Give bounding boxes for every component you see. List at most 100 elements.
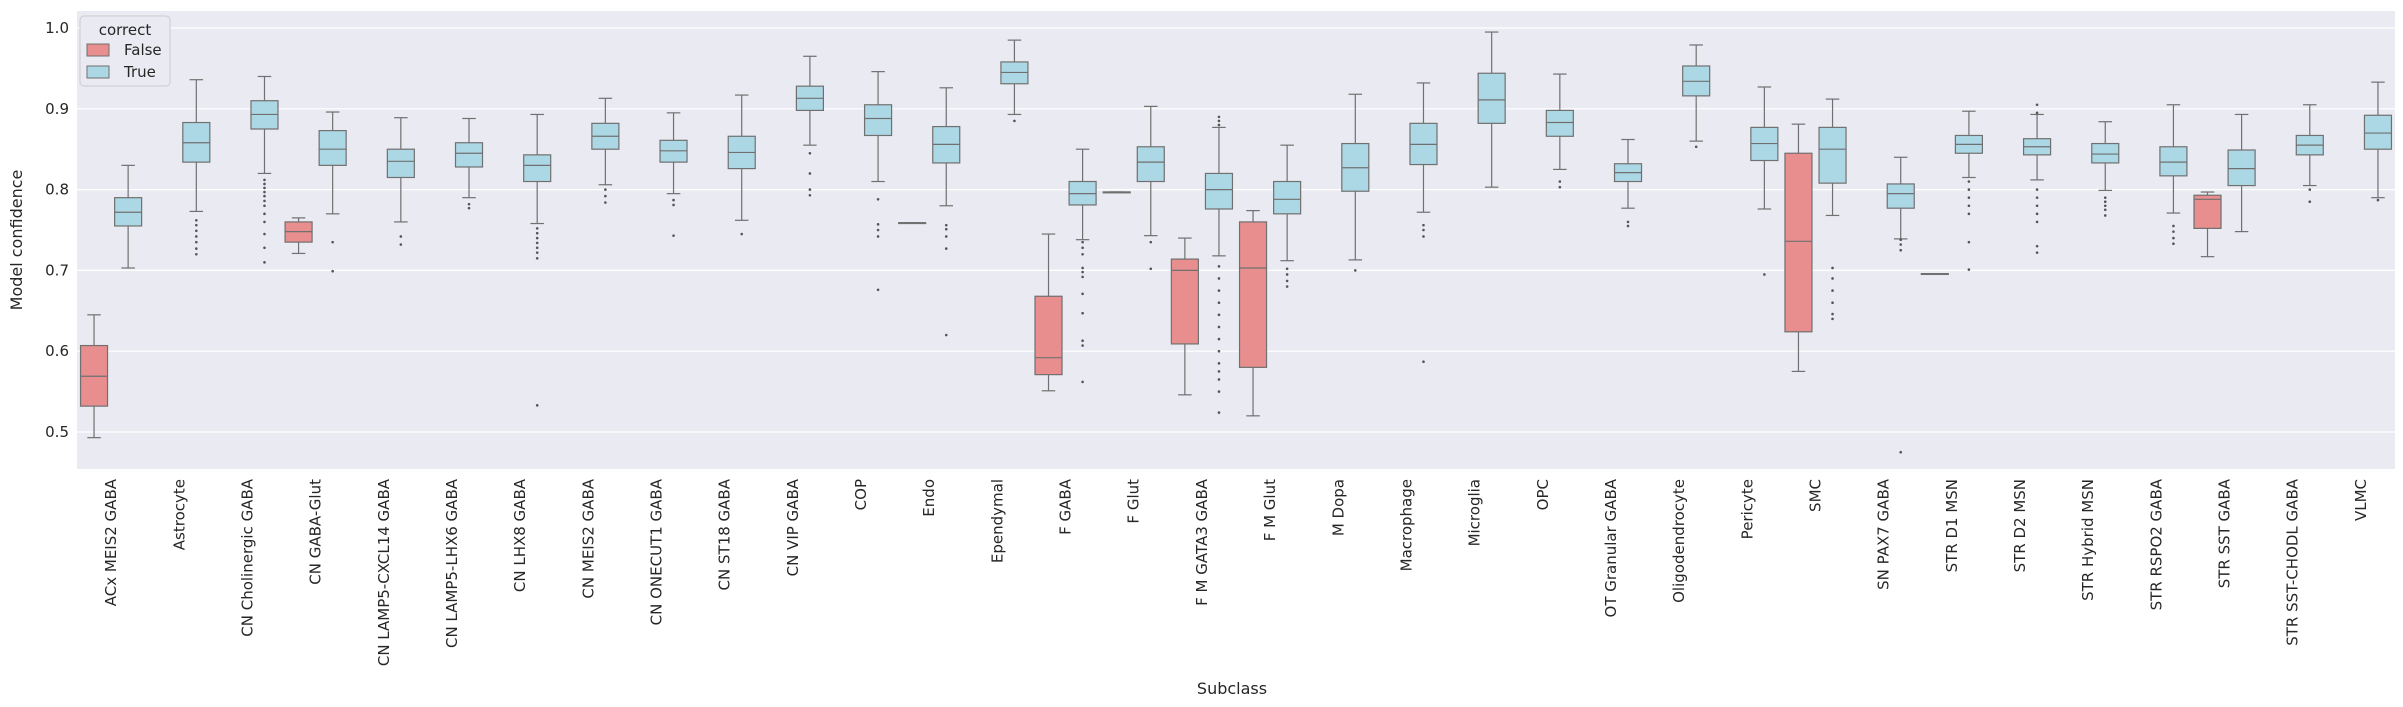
outlier-point	[944, 333, 948, 337]
outlier-point	[672, 203, 675, 207]
box-true	[2295, 104, 2324, 204]
outlier-point	[604, 194, 607, 198]
outlier-point	[263, 190, 266, 194]
outlier-point	[263, 204, 266, 208]
box-false	[1170, 237, 1199, 396]
y-tick-label: 0.9	[45, 100, 69, 118]
outlier-point	[2035, 212, 2039, 216]
iqr-box	[523, 154, 552, 183]
iqr-box	[1886, 183, 1915, 209]
box-false	[1238, 210, 1268, 417]
x-tick-label: OT Granular GABA	[1602, 478, 1620, 617]
outlier-point	[467, 202, 471, 206]
outlier-point	[876, 223, 880, 226]
x-tick-label: ACx MEIS2 GABA	[102, 478, 120, 606]
outlier-point	[1694, 145, 1698, 149]
box-true	[1409, 82, 1438, 364]
box-true	[2022, 103, 2052, 254]
x-tick-label: STR SST-CHODL GABA	[2284, 478, 2302, 646]
outlier-point	[1626, 224, 1630, 228]
outlier-point	[1285, 267, 1289, 271]
outlier-point	[1217, 289, 1221, 292]
outlier-point	[1422, 228, 1425, 232]
iqr-box	[454, 142, 484, 168]
iqr-box	[386, 148, 415, 179]
outlier-point	[1217, 362, 1221, 365]
x-tick-label: CN ONECUT1 GABA	[648, 478, 666, 625]
outlier-point	[263, 199, 266, 203]
outlier-point	[1967, 196, 1971, 199]
iqr-box	[1784, 152, 1813, 333]
outlier-point	[535, 256, 539, 260]
outlier-point	[1217, 325, 1221, 329]
outlier-point	[1354, 269, 1357, 272]
outlier-point	[195, 219, 198, 222]
x-tick-label: Macrophage	[1397, 479, 1415, 571]
outlier-point	[1081, 252, 1084, 256]
iqr-box	[1034, 295, 1063, 376]
outlier-point	[263, 261, 266, 264]
x-tick-label: STR SST GABA	[2216, 478, 2234, 588]
box-true	[2159, 104, 2188, 246]
box-true	[1886, 156, 1915, 454]
outlier-point	[808, 193, 812, 197]
outlier-point	[195, 247, 198, 250]
box-true	[454, 117, 484, 210]
box-true	[1477, 31, 1506, 188]
y-axis: 0.5 0.6 0.7 0.8 0.9 1.0	[45, 19, 69, 441]
x-tick-label: COP	[852, 479, 870, 510]
x-tick-label: Astrocyte	[170, 479, 188, 550]
outlier-point	[1967, 188, 1971, 191]
outlier-point	[1285, 285, 1289, 288]
box-true	[1954, 110, 1983, 271]
iqr-box	[2227, 149, 2256, 187]
iqr-box	[2193, 194, 2222, 229]
y-tick-label: 1.0	[45, 19, 69, 37]
outlier-point	[672, 198, 675, 202]
outlier-point	[2103, 208, 2107, 212]
outlier-point	[2035, 103, 2039, 107]
outlier-point	[1217, 123, 1221, 127]
x-tick-label: STR RSPO2 GABA	[2147, 478, 2165, 610]
box-false	[2193, 191, 2222, 258]
outlier-point	[535, 231, 539, 235]
boxes-layer	[79, 31, 2393, 454]
outlier-point	[604, 188, 607, 191]
y-axis-label: Model confidence	[7, 170, 26, 311]
box-true	[2091, 121, 2120, 217]
outlier-point	[1081, 380, 1084, 384]
outlier-point	[1217, 349, 1221, 353]
outlier-point	[535, 246, 539, 250]
outlier-point	[1217, 301, 1221, 305]
iqr-box	[1170, 258, 1199, 345]
outlier-point	[944, 227, 948, 231]
box-true	[1068, 148, 1097, 384]
outlier-point	[399, 235, 403, 238]
iqr-box	[2363, 114, 2393, 150]
outlier-point	[1217, 411, 1221, 414]
outlier-point	[263, 182, 266, 186]
iqr-box	[1545, 109, 1574, 137]
outlier-point	[876, 228, 880, 232]
outlier-point	[535, 404, 539, 407]
outlier-point	[2172, 242, 2175, 246]
outlier-point	[1081, 246, 1084, 250]
box-true	[932, 87, 961, 337]
iqr-box	[1136, 146, 1165, 183]
iqr-box	[1204, 172, 1234, 210]
x-axis-label: Subclass	[1197, 679, 1267, 698]
outlier-point	[1899, 238, 1903, 241]
box-true	[1818, 98, 1847, 321]
outlier-point	[2035, 188, 2039, 191]
x-tick-label: Microglia	[1466, 479, 1484, 546]
outlier-point	[604, 201, 607, 204]
box-false	[79, 314, 109, 439]
box-true	[386, 117, 415, 246]
x-tick-label: Ependymal	[988, 479, 1006, 563]
box-false	[1784, 123, 1813, 372]
x-tick-label: F GABA	[1057, 478, 1075, 535]
outlier-point	[1081, 266, 1084, 270]
outlier-point	[2103, 214, 2107, 217]
x-tick-label: CN LHX8 GABA	[511, 478, 529, 592]
x-tick-label: Oligodendrocyte	[1670, 479, 1688, 603]
